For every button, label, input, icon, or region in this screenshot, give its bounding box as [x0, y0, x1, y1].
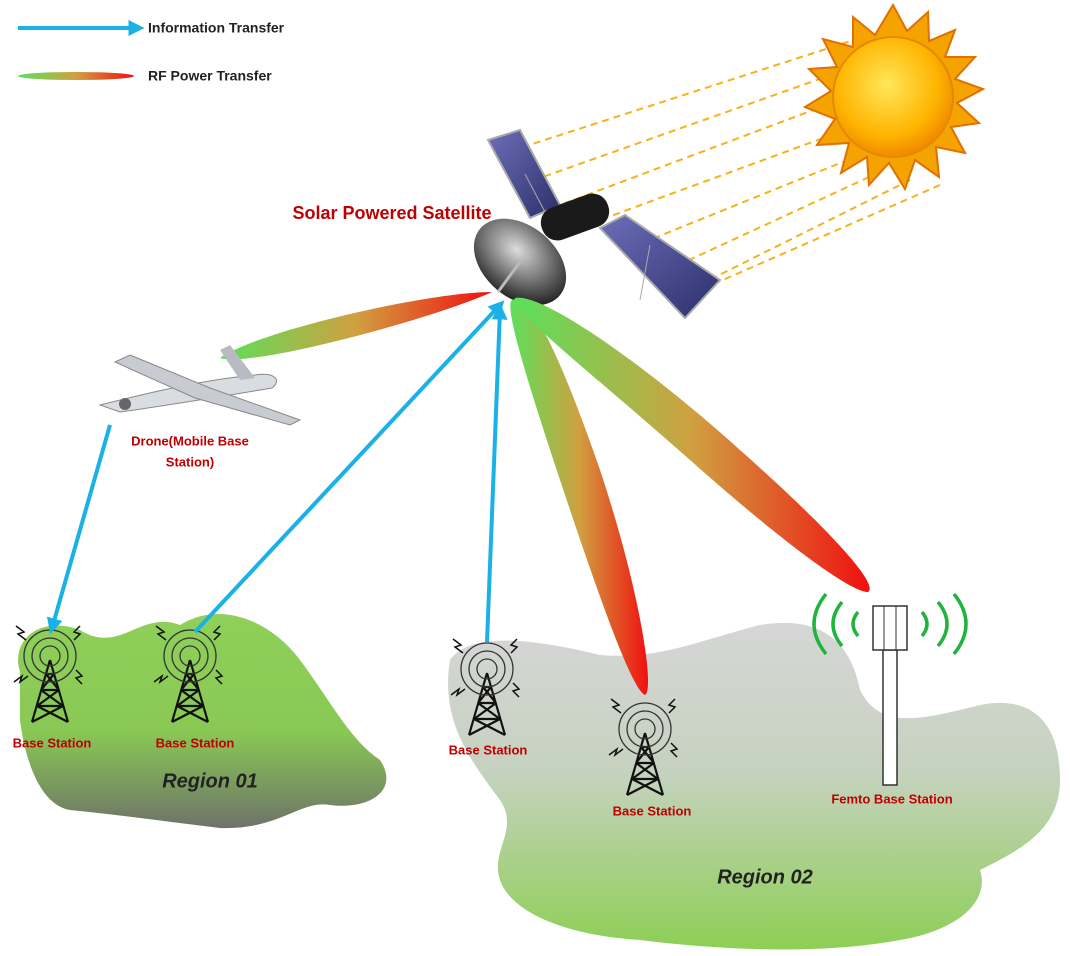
femto-station	[812, 592, 968, 786]
region-shape	[18, 613, 387, 829]
legend-beam	[18, 72, 134, 80]
info-arrow	[193, 300, 505, 634]
rf-beam	[510, 299, 648, 695]
drone-label: Drone(Mobile Base	[131, 433, 249, 448]
satellite-label: Solar Powered Satellite	[292, 203, 491, 223]
legend-label: Information Transfer	[148, 20, 285, 36]
station-label: Base Station	[613, 803, 692, 818]
station-label: Base Station	[13, 735, 92, 750]
satellite	[473, 128, 722, 320]
region-label: Region 01	[162, 770, 258, 792]
region-shape	[448, 622, 1061, 950]
region-label: Region 02	[717, 866, 813, 888]
legend-label: RF Power Transfer	[148, 68, 272, 84]
station-label: Femto Base Station	[831, 791, 952, 806]
rf-beam	[514, 297, 870, 592]
sun-rays	[519, 37, 941, 303]
sun	[802, 2, 986, 192]
info-arrow	[485, 303, 508, 643]
drone	[98, 345, 302, 426]
rf-beam	[220, 292, 492, 360]
station-label: Base Station	[449, 742, 528, 757]
info-arrow	[46, 424, 112, 635]
drone-label: Station)	[166, 454, 214, 469]
station-label: Base Station	[156, 735, 235, 750]
